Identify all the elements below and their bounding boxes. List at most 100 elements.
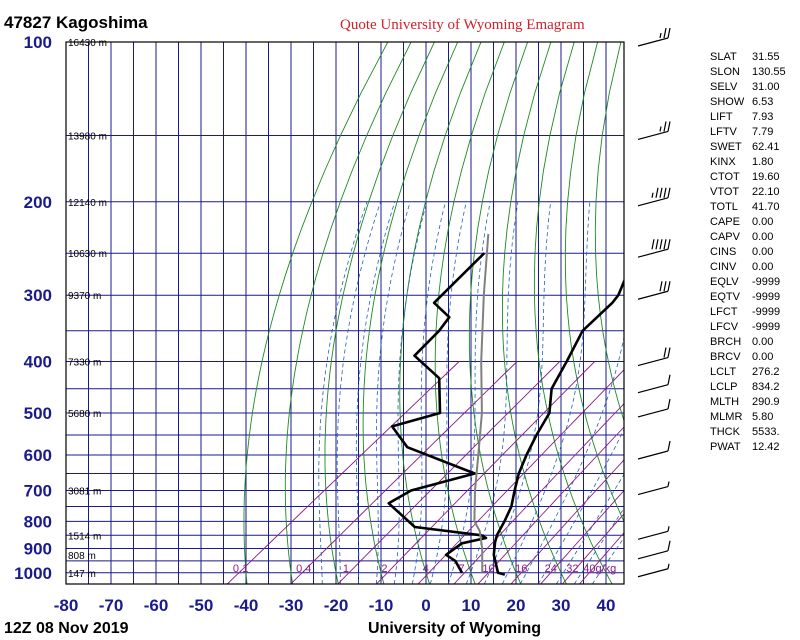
index-name: KINX — [710, 156, 736, 168]
temperature-axis: -80 -70 -60 -50 -40 -30 -20 -10 0 10 20 30 40 — [54, 596, 616, 615]
barb-feather — [667, 440, 671, 452]
barb-feather — [659, 187, 663, 198]
barb-staff — [637, 290, 669, 300]
footer-source: University of Wyoming — [368, 620, 541, 637]
index-name: MLMR — [710, 411, 742, 423]
temperature-tick-label: 30 — [552, 596, 571, 615]
mixing-ratio-label: 16 — [515, 563, 527, 575]
mixing-ratio-label: 4 — [423, 563, 429, 575]
mixing-ratio-label: 0.1 — [233, 563, 248, 575]
index-value: 7.93 — [752, 111, 773, 123]
mixing-ratio-label: 1 — [343, 563, 349, 575]
barb-feather — [663, 347, 667, 358]
index-name: CAPE — [710, 216, 740, 228]
barb-staff — [637, 485, 669, 496]
wind-barb — [637, 281, 671, 300]
mixing-ratio-line — [453, 403, 624, 584]
mixing-ratio-label: 40g/kg — [583, 563, 616, 575]
barb-feather — [659, 126, 662, 132]
dry-adiabat — [501, 42, 567, 584]
barb-staff — [637, 130, 669, 141]
height-label: 12140 m — [68, 198, 107, 209]
index-name: BRCV — [710, 351, 741, 363]
height-label: 7330 m — [68, 358, 101, 369]
temperature-tick-label: -50 — [189, 596, 214, 615]
barb-feather — [667, 540, 671, 551]
mixing-ratio-line — [417, 369, 624, 584]
height-labels: 16430 m 13980 m 12140 m 10630 m 9370 m 7330 m… — [68, 38, 107, 580]
barb-feather — [663, 187, 667, 198]
barb-feather — [663, 121, 667, 132]
dry-adiabat — [284, 42, 412, 584]
index-value: 12.42 — [752, 441, 780, 453]
index-name: VTOT — [710, 186, 739, 198]
moist-adiabat — [465, 201, 519, 584]
pressure-tick-label: 800 — [24, 512, 52, 531]
barb-staff — [637, 530, 669, 540]
index-value: 7.79 — [752, 126, 773, 138]
wind-barb — [637, 398, 671, 418]
barb-feather — [651, 239, 655, 250]
index-value: 0.00 — [752, 336, 773, 348]
index-value: 0.00 — [752, 246, 773, 258]
height-label: 10630 m — [68, 249, 107, 260]
temperature-tick-label: -20 — [324, 596, 349, 615]
index-value: -9999 — [752, 291, 780, 303]
moist-adiabat — [318, 201, 368, 584]
temperature-tick-label: -40 — [234, 596, 259, 615]
mixing-ratio-label: 2 — [381, 563, 387, 575]
wind-barb — [637, 481, 670, 496]
wind-barb — [637, 563, 670, 578]
wind-barb — [637, 526, 670, 540]
index-name: MLTH — [710, 396, 739, 408]
mixing-ratio-line — [477, 426, 624, 584]
mixing-ratio-label: 32 — [566, 563, 578, 575]
moist-adiabat — [537, 428, 624, 584]
mixing-ratio-line — [510, 459, 624, 584]
index-value: -9999 — [752, 306, 780, 318]
index-name: CTOT — [710, 171, 740, 183]
barb-feather — [667, 27, 671, 39]
pressure-tick-label: 400 — [24, 353, 52, 372]
temperature-tick-label: -60 — [144, 596, 169, 615]
station-title: 47827 Kagoshima — [4, 13, 148, 32]
index-value: 0.00 — [752, 261, 773, 273]
index-value: 290.9 — [752, 396, 780, 408]
barb-feather — [667, 121, 671, 132]
barb-staff — [637, 248, 669, 258]
index-name: TOTL — [710, 201, 738, 213]
barb-staff — [637, 568, 669, 578]
index-value: 22.10 — [752, 186, 780, 198]
barb-feather — [659, 32, 662, 39]
mixing-ratio-line — [540, 489, 624, 584]
wind-barb — [637, 540, 671, 560]
wind-barb — [637, 374, 671, 394]
index-name: CAPV — [710, 231, 741, 243]
dry-adiabat — [564, 42, 624, 523]
dry-adiabat — [434, 42, 505, 584]
moist-adiabat — [447, 201, 491, 584]
index-name: EQLV — [710, 276, 739, 288]
moist-adiabat — [483, 201, 552, 584]
index-name: SHOW — [710, 96, 745, 108]
index-name: LCLT — [710, 366, 736, 378]
wind-barb — [637, 121, 671, 141]
index-name: SWET — [710, 141, 742, 153]
isobar-isotherm-grid — [66, 41, 624, 584]
barb-feather — [655, 187, 659, 198]
index-name: LCLP — [710, 381, 738, 393]
barb-feather — [667, 526, 670, 532]
temperature-tick-label: -80 — [54, 596, 79, 615]
height-label: 147 m — [68, 569, 96, 580]
sounding-profiles — [387, 233, 624, 576]
wind-barb — [637, 440, 671, 460]
height-label: 9370 m — [68, 291, 101, 302]
mixing-ratio-line — [290, 361, 518, 584]
moist-adiabat — [429, 201, 467, 584]
index-value: 130.55 — [752, 66, 786, 78]
dry-adiabat — [324, 42, 435, 584]
barb-feather — [667, 281, 671, 292]
temperature-tick-label: 0 — [421, 596, 430, 615]
barb-feather — [655, 239, 659, 250]
plot-frame — [65, 41, 625, 585]
